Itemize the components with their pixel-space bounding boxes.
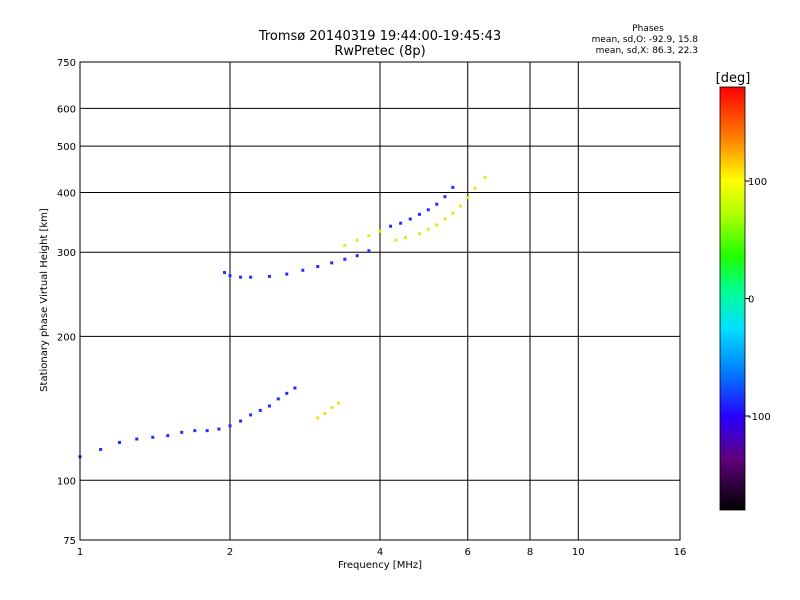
data-point-x	[417, 232, 421, 236]
data-point-o	[316, 265, 320, 269]
y-tick-labels: 75 100 200 300 400 500 600 750	[57, 58, 76, 547]
data-point-o	[193, 429, 197, 433]
phases-header: Phases	[632, 24, 664, 34]
data-point-o	[99, 447, 103, 451]
plot-frame	[79, 61, 681, 541]
data-point-o	[301, 268, 305, 272]
data-point-o	[180, 430, 184, 434]
data-point-o	[293, 386, 297, 390]
data-point-x	[316, 416, 320, 420]
x-axis-label: Frequency [MHz]	[338, 560, 422, 571]
x-tick-label: 8	[527, 547, 533, 558]
data-point-x	[343, 243, 347, 247]
data-point-o	[443, 195, 447, 199]
data-point-o	[276, 397, 280, 401]
data-point-o	[355, 254, 359, 258]
x-tick-label: 1	[77, 547, 83, 558]
colorbar-tick-label: 0	[748, 295, 754, 306]
data-point-x	[336, 401, 340, 405]
y-tick-label: 500	[57, 142, 76, 153]
chart-subtitle: RwPretec (8p)	[334, 44, 425, 59]
data-point-x	[426, 227, 430, 231]
y-tick-label: 200	[57, 332, 76, 343]
y-tick-label: 600	[57, 104, 76, 115]
data-points	[78, 175, 487, 459]
data-point-x	[443, 217, 447, 221]
data-point-x	[435, 223, 439, 227]
colorbar: [deg] 100 0 -100	[716, 71, 771, 511]
data-point-o	[228, 424, 232, 428]
data-point-o	[223, 271, 227, 275]
data-point-o	[258, 408, 262, 412]
data-point-o	[228, 274, 232, 278]
data-point-o	[166, 434, 170, 438]
data-point-o	[389, 224, 393, 228]
data-point-o	[117, 440, 121, 444]
x-tick-label: 16	[674, 547, 687, 558]
y-tick-label: 400	[57, 188, 76, 199]
data-point-o	[135, 437, 139, 441]
colorbar-ticks: 100 0 -100	[745, 177, 771, 423]
data-point-x	[451, 211, 455, 215]
data-point-o	[417, 212, 421, 216]
phases-o-stats: mean, sd,O: -92.9, 15.8	[592, 35, 699, 45]
phases-x-stats: mean, sd,X: 86.3, 22.3	[596, 46, 698, 56]
data-point-o	[249, 275, 253, 279]
data-point-o	[267, 274, 271, 278]
data-point-x	[466, 196, 470, 200]
data-point-o	[267, 404, 271, 408]
colorbar-label: [deg]	[716, 71, 751, 86]
data-point-o	[435, 202, 439, 206]
grid-lines	[80, 62, 680, 540]
data-point-o	[217, 427, 221, 431]
data-point-o	[367, 249, 371, 253]
y-tick-label: 75	[63, 536, 76, 547]
colorbar-gradient	[719, 86, 746, 511]
data-point-o	[249, 413, 253, 417]
data-point-x	[367, 234, 371, 238]
chart-title: Tromsø 20140319 19:44:00-19:45:43	[258, 29, 501, 44]
data-point-o	[285, 391, 289, 395]
data-point-x	[330, 405, 334, 409]
y-tick-label: 300	[57, 248, 76, 259]
data-point-x	[378, 229, 382, 233]
data-point-x	[355, 238, 359, 242]
data-point-x	[323, 411, 327, 415]
y-tick-label: 100	[57, 476, 76, 487]
y-axis-label: Stationary phase Virtual Height [km]	[39, 208, 50, 392]
data-point-o	[343, 257, 347, 261]
data-point-x	[473, 186, 477, 190]
data-point-o	[426, 208, 430, 212]
data-point-o	[408, 217, 412, 221]
data-point-x	[483, 175, 487, 179]
x-tick-labels: 1 2 4 6 8 10 16	[77, 547, 687, 558]
x-tick-label: 10	[572, 547, 585, 558]
data-point-o	[239, 275, 243, 279]
data-point-o	[205, 429, 209, 433]
y-tick-label: 750	[57, 58, 76, 69]
data-point-o	[239, 419, 243, 423]
data-point-x	[458, 204, 462, 208]
colorbar-tick-label: 100	[748, 177, 767, 188]
data-point-o	[151, 435, 155, 439]
data-point-o	[399, 221, 403, 225]
data-point-o	[451, 185, 455, 189]
x-tick-label: 6	[465, 547, 471, 558]
data-point-x	[394, 238, 398, 242]
x-tick-label: 2	[227, 547, 233, 558]
data-point-x	[403, 236, 407, 240]
x-tick-label: 4	[377, 547, 383, 558]
data-point-o	[285, 272, 289, 276]
data-point-o	[330, 261, 334, 265]
colorbar-tick-label: -100	[748, 412, 771, 423]
